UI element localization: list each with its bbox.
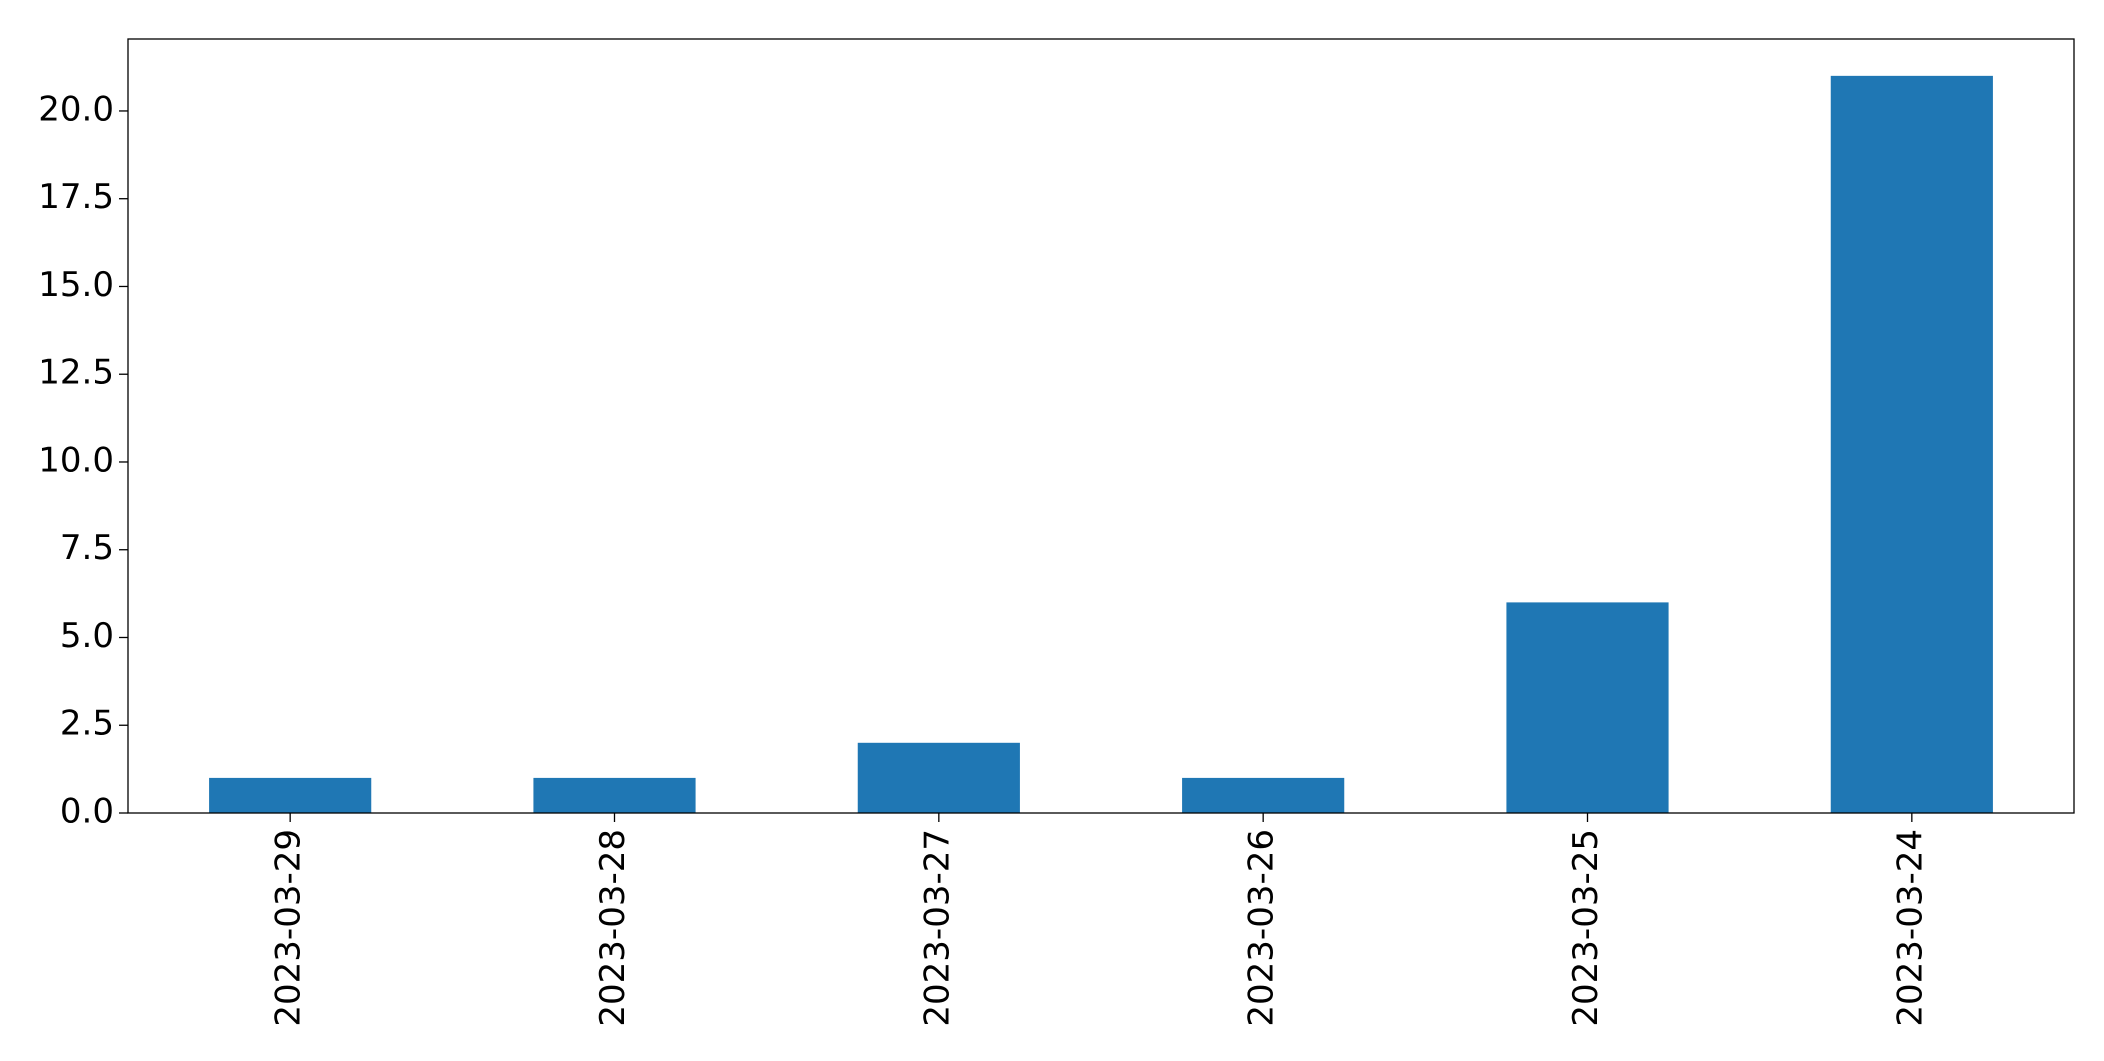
y-tick-label: 12.5 [38, 353, 114, 393]
bar [533, 777, 696, 813]
y-tick-label: 7.5 [60, 528, 114, 568]
bar [209, 777, 372, 813]
y-tick-label: 10.0 [38, 440, 114, 480]
bar [1506, 602, 1669, 813]
x-tick-label: 2023-03-24 [1890, 829, 1930, 1027]
y-tick-label: 5.0 [60, 616, 114, 656]
x-tick-label: 2023-03-28 [593, 829, 633, 1027]
x-tick-label: 2023-03-25 [1566, 829, 1606, 1027]
x-tick-label: 2023-03-26 [1242, 829, 1282, 1027]
x-tick-label: 2023-03-29 [269, 829, 309, 1027]
y-tick-label: 15.0 [38, 265, 114, 305]
x-tick-label: 2023-03-27 [917, 829, 957, 1027]
plot-frame [127, 38, 2075, 814]
bar [857, 742, 1020, 813]
bar [1182, 777, 1345, 813]
y-tick-label: 2.5 [60, 704, 114, 744]
y-tick-label: 20.0 [38, 89, 114, 129]
y-tick-label: 0.0 [60, 792, 114, 832]
y-tick-label: 17.5 [38, 177, 114, 217]
bar [1830, 75, 1993, 814]
